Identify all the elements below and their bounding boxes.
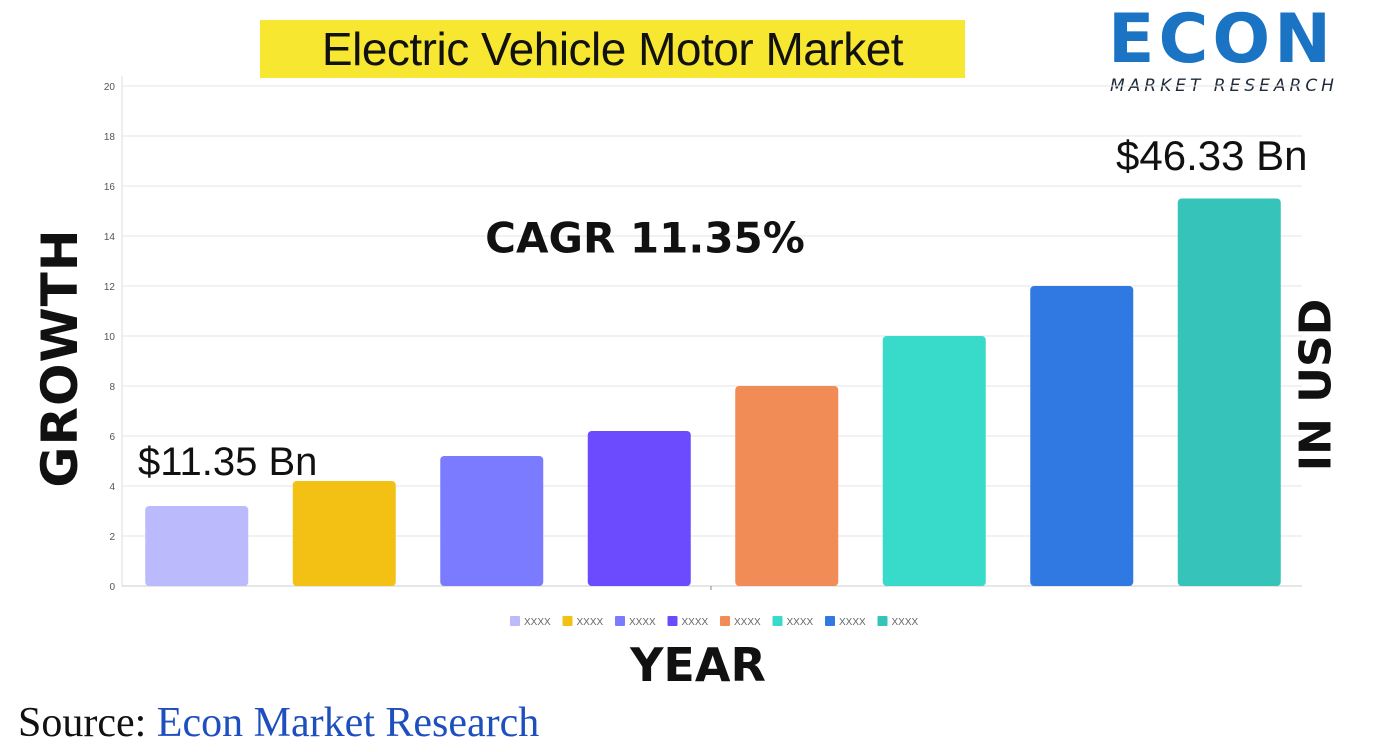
- legend-label: XXXX: [524, 617, 551, 628]
- cagr-annotation: CAGR 11.35%: [485, 213, 805, 263]
- y-tick-label: 10: [104, 332, 116, 343]
- chart-title: Electric Vehicle Motor Market: [260, 20, 965, 78]
- legend-label: XXXX: [734, 617, 761, 628]
- bar: [440, 456, 544, 586]
- bar: [1030, 286, 1134, 586]
- bar: [587, 431, 691, 586]
- bar: [145, 506, 249, 586]
- y-tick-label: 6: [109, 432, 115, 443]
- x-axis-label: YEAR: [630, 638, 766, 692]
- first-value-annotation: $11.35 Bn: [138, 440, 318, 484]
- legend-swatch: [510, 616, 520, 626]
- y-axis-label: GROWTH: [31, 228, 89, 488]
- y-axis-unit-label: IN USD: [1290, 298, 1342, 472]
- y-tick-label: 8: [109, 382, 115, 393]
- source-label: Source:: [18, 700, 147, 746]
- last-value-annotation: $46.33 Bn: [1116, 132, 1308, 179]
- y-tick-label: 12: [104, 282, 116, 293]
- legend-label: XXXX: [892, 617, 919, 628]
- legend-label: XXXX: [682, 617, 709, 628]
- bar: [1177, 198, 1281, 586]
- y-tick-label: 0: [109, 582, 115, 593]
- legend-label: XXXX: [787, 617, 814, 628]
- legend-label: XXXX: [839, 617, 866, 628]
- source-name: Econ Market Research: [156, 700, 540, 746]
- legend-label: XXXX: [577, 617, 604, 628]
- legend-swatch: [825, 616, 835, 626]
- legend-swatch: [877, 616, 888, 626]
- legend-swatch: [615, 616, 625, 626]
- y-tick-label: 2: [109, 532, 115, 543]
- legend-label: XXXX: [629, 617, 656, 628]
- bar: [882, 336, 986, 586]
- legend-swatch: [667, 616, 678, 626]
- y-tick-label: 20: [104, 82, 116, 93]
- y-tick-label: 16: [104, 182, 116, 193]
- bar: [735, 386, 839, 586]
- bar: [292, 481, 396, 586]
- legend-swatch: [772, 616, 783, 626]
- legend-swatch: [562, 616, 573, 626]
- y-tick-label: 4: [109, 482, 115, 493]
- legend-swatch: [720, 616, 730, 626]
- source-note: Source: Econ Market Research: [18, 700, 539, 746]
- logo-wordmark: ECON: [1108, 0, 1336, 79]
- y-tick-label: 18: [104, 132, 116, 143]
- y-tick-label: 14: [104, 232, 116, 243]
